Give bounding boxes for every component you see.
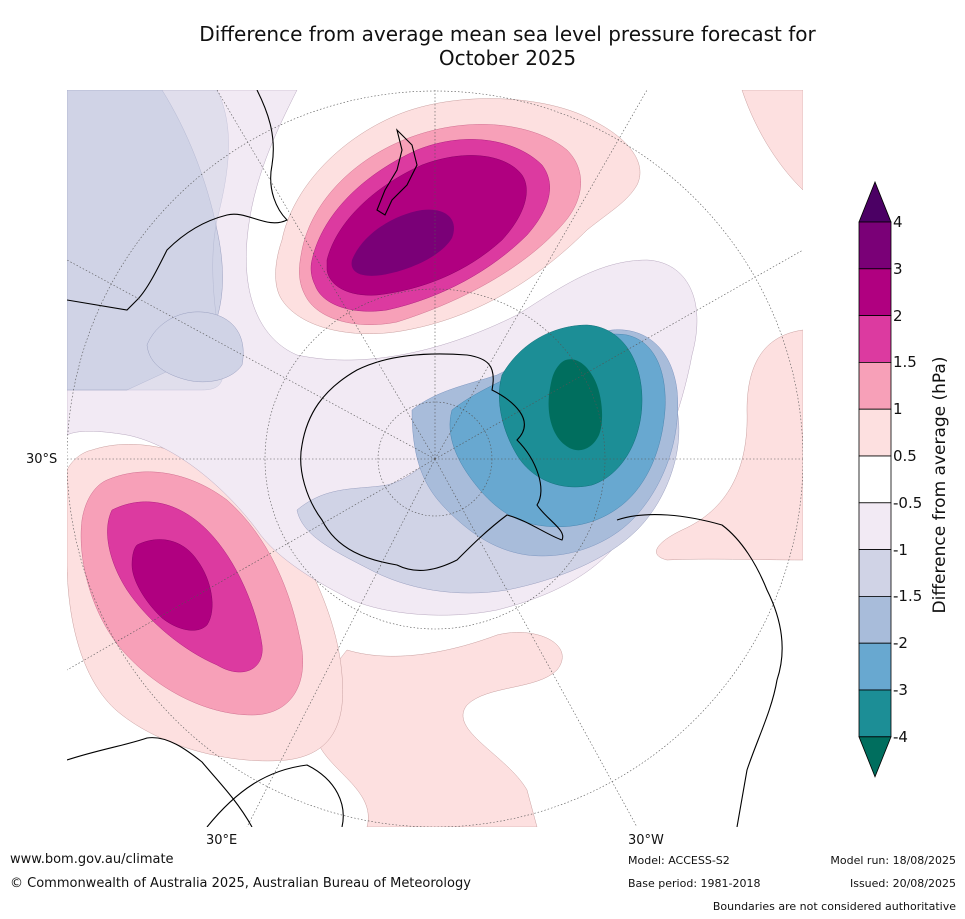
colorbar-tick-label: 1 <box>893 400 903 419</box>
colorbar-segment <box>858 642 892 691</box>
title-line-2: October 2025 <box>438 46 577 70</box>
issued-text: Issued: 20/08/2025 <box>849 877 956 890</box>
colorbar-tick-label: 3 <box>893 259 903 278</box>
colorbar-tick-label: -4 <box>893 727 908 746</box>
graticule <box>67 90 803 827</box>
colorbar-segment <box>858 221 892 270</box>
base-period-text: Base period: 1981-2018 <box>628 877 761 890</box>
colorbar-segment <box>858 455 892 504</box>
colorbar-segment <box>858 315 892 363</box>
colorbar-segment <box>858 268 892 317</box>
colorbar-tick-label: -3 <box>893 681 908 699</box>
colorbar-segment <box>858 408 892 457</box>
colorbar-tick-label: -1.5 <box>893 587 923 606</box>
website-text: www.bom.gov.au/climate <box>10 852 174 867</box>
colorbar-tick-label: -0.5 <box>893 493 923 512</box>
colorbar-extend-bottom <box>858 736 892 778</box>
pressure-anomaly-map <box>67 90 803 827</box>
colorbar-tick-label: 4 <box>893 213 903 231</box>
colorbar-segment <box>858 502 892 550</box>
colorbar-tick-label: -1 <box>893 540 908 559</box>
lon-label-30w: 30°W <box>628 833 664 848</box>
colorbar <box>858 180 892 778</box>
colorbar-segment <box>858 595 892 644</box>
title-line-1: Difference from average mean sea level p… <box>199 22 816 46</box>
model-text: Model: ACCESS-S2 <box>628 854 730 867</box>
model-run-text: Model run: 18/08/2025 <box>830 854 956 867</box>
lat-label-30s: 30°S <box>26 452 58 467</box>
colorbar-label: Difference from average (hPa) <box>930 356 950 614</box>
colorbar-tick-label: -2 <box>893 634 908 653</box>
colorbar-tick-label: 0.5 <box>893 447 917 465</box>
colorbar-tick-label: 1.5 <box>893 353 917 372</box>
lon-label-30e: 30°E <box>206 833 238 848</box>
anomaly-fill-below-minus-4 <box>548 359 603 451</box>
copyright-text: © Commonwealth of Australia 2025, Austra… <box>10 876 471 891</box>
anomaly-fill-3-to-4 <box>351 209 454 276</box>
disclaimer-text: Boundaries are not considered authoritat… <box>712 900 956 913</box>
colorbar-extend-top <box>858 180 892 223</box>
colorbar-segment <box>858 689 892 738</box>
colorbar-segment <box>858 549 892 597</box>
map-title: Difference from average mean sea level p… <box>120 22 895 70</box>
coastlines <box>67 90 783 827</box>
colorbar-segment <box>858 361 892 410</box>
colorbar-tick-label: 2 <box>893 306 903 325</box>
